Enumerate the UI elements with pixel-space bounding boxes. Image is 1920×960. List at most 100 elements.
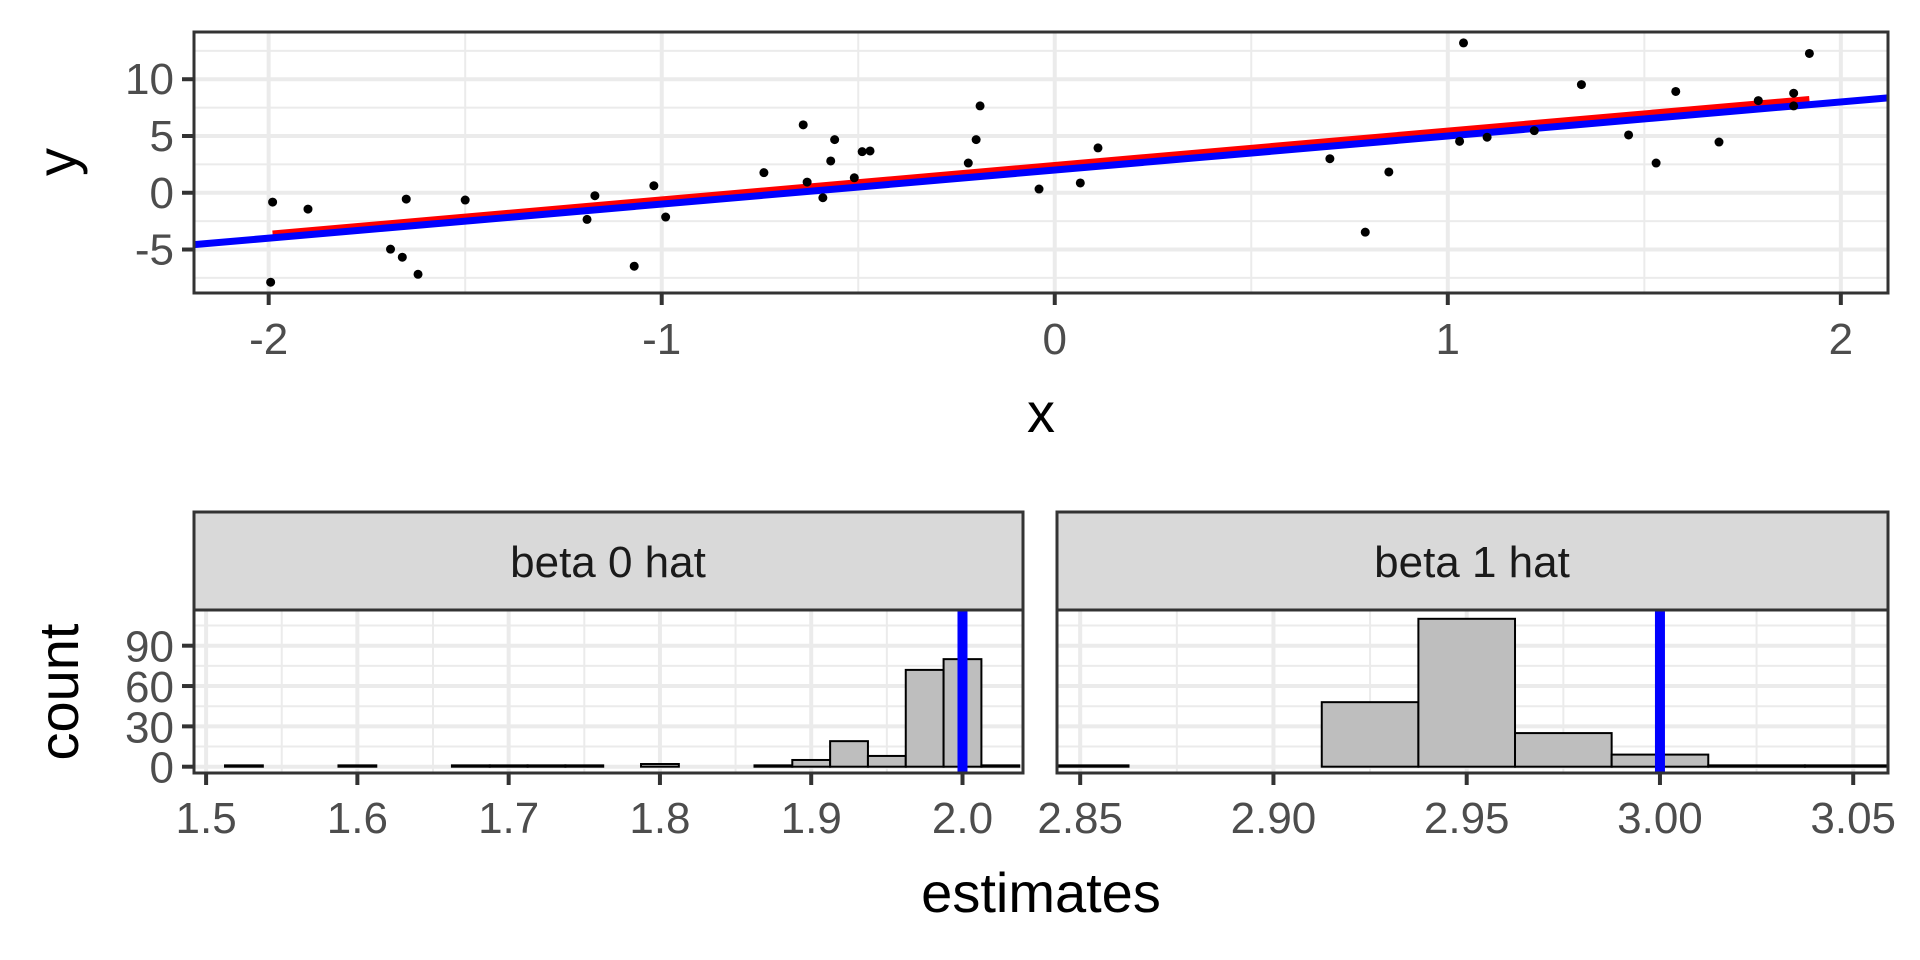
y-tick-label: 0	[150, 744, 174, 793]
histogram-bar	[1707, 764, 1806, 768]
scatter-point	[1075, 178, 1085, 188]
histogram-bar	[640, 763, 680, 768]
scatter-point	[1360, 227, 1370, 237]
x-tick-label: 2.85	[1037, 794, 1123, 843]
histogram-bar	[1320, 701, 1420, 768]
histogram-beta1-panel: 2.85 2.90 2.95 3.00 3.05	[1037, 608, 1896, 843]
scatter-point	[1651, 158, 1661, 168]
x-tick-label: 1.5	[176, 794, 237, 843]
histogram-bar	[866, 754, 907, 768]
y-tick-label: 30	[125, 703, 174, 752]
scatter-point	[1576, 80, 1586, 90]
x-tick-label: 3.00	[1617, 794, 1703, 843]
scatter-point	[649, 181, 659, 191]
scatter-point	[386, 244, 396, 254]
histogram-y-axis-title: count	[27, 623, 90, 760]
x-tick-label: 2.95	[1424, 794, 1510, 843]
scatter-point	[830, 135, 840, 145]
x-tick-label: 1.6	[327, 794, 388, 843]
x-tick-label: 1.8	[629, 794, 690, 843]
histogram-bar	[224, 764, 264, 768]
scatter-point	[413, 269, 423, 279]
facet-strip-beta0	[192, 510, 1025, 612]
scatter-point	[266, 277, 276, 287]
scatter-y-axis: -5 0 5 10	[125, 55, 194, 275]
scatter-point	[1093, 143, 1103, 153]
x-tick-label: 1.7	[478, 794, 539, 843]
scatter-point	[582, 214, 592, 224]
scatter-point	[1455, 136, 1465, 146]
histogram-bar	[904, 668, 945, 768]
scatter-point	[661, 212, 671, 222]
histogram-bar	[1056, 764, 1130, 768]
histogram-bar	[791, 758, 832, 768]
histogram-bar	[450, 764, 491, 768]
facet-label-beta1: beta 1 hat	[1374, 538, 1570, 587]
histogram-x-axis-title: estimates	[921, 861, 1161, 924]
scatter-point	[590, 191, 600, 201]
histogram-bar	[1417, 617, 1517, 768]
scatter-point	[1804, 48, 1814, 58]
histogram-bar	[564, 764, 605, 768]
x-tick-label: 0	[1043, 315, 1067, 364]
scatter-point	[460, 195, 470, 205]
scatter-panel-border	[192, 30, 1890, 295]
histogram-bar	[526, 764, 567, 768]
scatter-point	[1459, 38, 1469, 48]
y-tick-label: 60	[125, 663, 174, 712]
scatter-panel: -2 -1 0 1 2 -5 0 5 10 x y	[25, 30, 1890, 444]
scatter-point	[1789, 88, 1799, 98]
histogram-bar	[337, 764, 378, 768]
scatter-point	[818, 193, 828, 203]
scatter-point	[865, 146, 875, 156]
true-regression-line	[193, 94, 1889, 249]
scatter-point	[397, 252, 407, 262]
facet-label-beta0: beta 0 hat	[510, 538, 706, 587]
facet-strips: beta 0 hat beta 1 hat	[192, 510, 1890, 612]
histogram-bar	[980, 764, 1021, 768]
scatter-point	[1482, 132, 1492, 142]
y-tick-label: 90	[125, 623, 174, 672]
scatter-point	[798, 120, 808, 130]
y-tick-label: 0	[150, 169, 174, 218]
x-tick-label: 3.05	[1810, 794, 1896, 843]
scatter-point	[303, 204, 313, 214]
fitted-regression-line	[272, 95, 1810, 238]
scatter-regression-lines	[193, 94, 1889, 249]
x-tick-label: 2	[1829, 315, 1853, 364]
scatter-point	[629, 261, 639, 271]
histogram-bar	[829, 740, 869, 768]
scatter-point	[802, 177, 812, 187]
scatter-x-axis-title: x	[1027, 381, 1055, 444]
scatter-point	[1789, 101, 1799, 111]
scatter-point	[1034, 184, 1044, 194]
scatter-point	[401, 194, 411, 204]
scatter-point	[1671, 86, 1681, 96]
histogram-bar	[1803, 764, 1890, 768]
histogram-bar	[488, 764, 529, 768]
scatter-point	[849, 173, 859, 183]
histogram-bar	[753, 764, 794, 768]
y-tick-label: 5	[150, 112, 174, 161]
scatter-point	[1325, 154, 1335, 164]
scatter-point	[963, 158, 973, 168]
facet-strip-beta1	[1055, 510, 1890, 612]
scatter-point	[857, 147, 867, 157]
scatter-point	[1384, 167, 1394, 177]
scatter-point	[975, 101, 985, 111]
x-tick-label: 1	[1436, 315, 1460, 364]
histogram-plot-background	[194, 610, 1023, 773]
y-tick-label: 10	[125, 55, 174, 104]
histogram-bar	[1514, 732, 1613, 768]
x-tick-label: -1	[642, 315, 681, 364]
x-tick-label: -2	[249, 315, 288, 364]
scatter-point	[1529, 126, 1539, 136]
scatter-point	[971, 135, 981, 145]
scatter-points	[266, 38, 1814, 287]
scatter-point	[1753, 96, 1763, 106]
scatter-point	[1714, 137, 1724, 147]
scatter-x-axis: -2 -1 0 1 2	[249, 293, 1853, 364]
histogram-panel-border	[1055, 608, 1890, 775]
